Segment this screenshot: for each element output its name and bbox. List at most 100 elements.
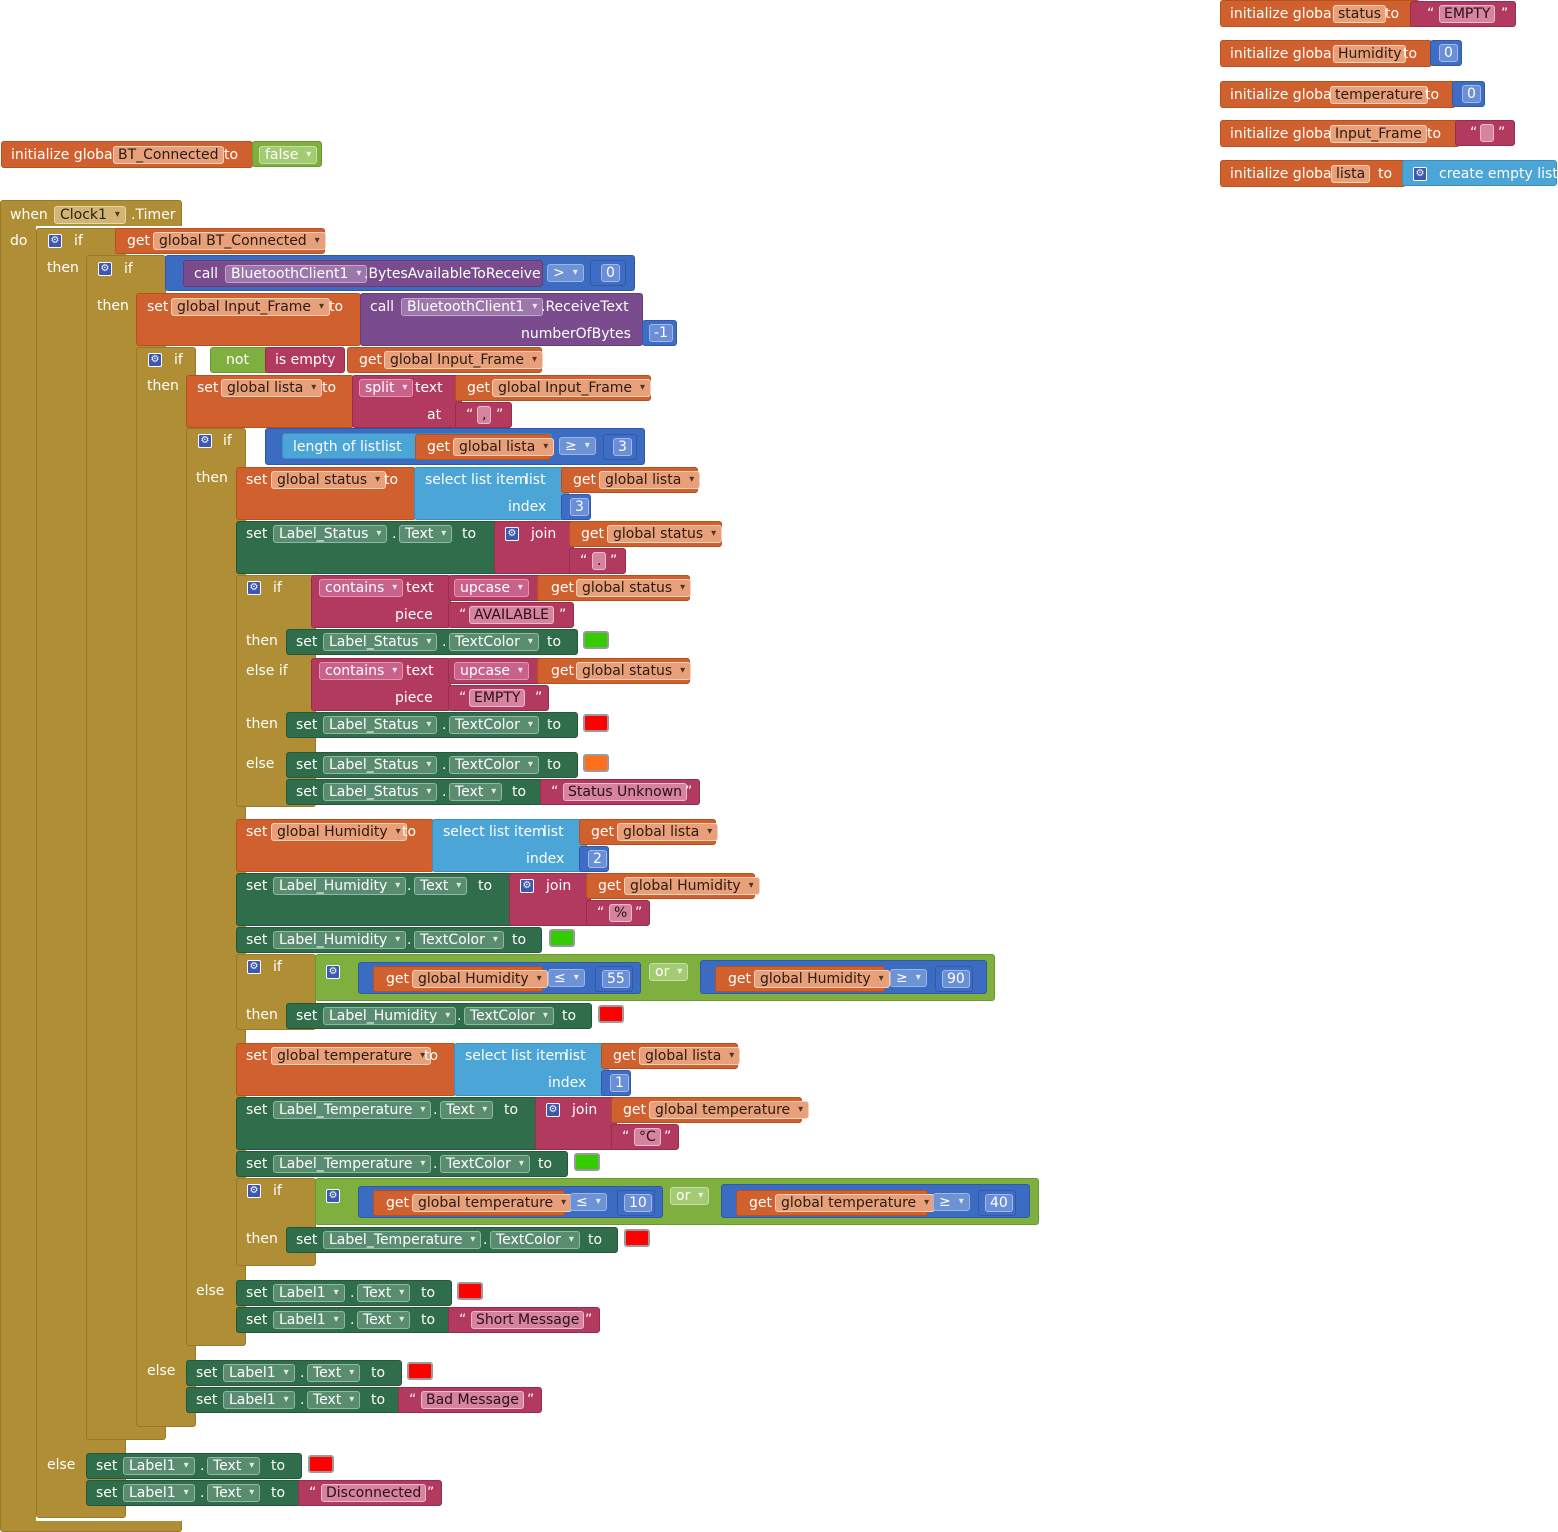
global-name-lista[interactable]: lista: [1331, 165, 1371, 183]
component-dropdown[interactable]: Label_Status: [323, 756, 438, 774]
operator-dropdown-gt[interactable]: >: [547, 264, 584, 282]
variable-dropdown[interactable]: global lista: [617, 823, 719, 841]
variable-dropdown[interactable]: global status: [607, 525, 723, 543]
get-lista-block[interactable]: get global lista: [579, 819, 719, 845]
variable-dropdown[interactable]: global lista: [639, 1047, 741, 1065]
variable-dropdown[interactable]: global temperature: [775, 1194, 936, 1212]
operator-dropdown-le[interactable]: ≤: [548, 969, 585, 987]
get-lista-block[interactable]: get global lista: [415, 434, 555, 460]
gear-icon[interactable]: ⚙: [98, 262, 112, 276]
set-lista-block[interactable]: set global lista to: [186, 375, 354, 428]
set-label1-text-bad-message[interactable]: set Label1 . Text to: [186, 1387, 402, 1413]
variable-dropdown[interactable]: global lista: [599, 471, 701, 489]
component-dropdown-clock[interactable]: Clock1: [54, 206, 126, 224]
color-swatch-red[interactable]: [407, 1362, 433, 1380]
call-receive-text-block[interactable]: call BluetoothClient1 .ReceiveText numbe…: [360, 293, 643, 346]
contains-available-block[interactable]: contains text piece: [311, 575, 451, 628]
text-value[interactable]: Status Unknown: [563, 783, 688, 801]
number-value[interactable]: 0: [1462, 85, 1481, 103]
set-label-temperature-color-red[interactable]: set Label_Temperature . TextColor to: [286, 1227, 618, 1253]
global-name-status[interactable]: status: [1333, 5, 1387, 23]
variable-dropdown[interactable]: global status: [271, 471, 387, 489]
text-value[interactable]: AVAILABLE: [469, 606, 555, 624]
property-dropdown[interactable]: TextColor: [464, 1007, 554, 1025]
global-name-humidity[interactable]: Humidity: [1333, 45, 1407, 63]
gear-icon[interactable]: ⚙: [148, 353, 162, 367]
number-zero-block[interactable]: 0: [590, 260, 626, 286]
select-list-item-block[interactable]: select list item list index: [414, 467, 569, 520]
set-label1-text-short-message[interactable]: set Label1 . Text to: [236, 1307, 452, 1333]
component-dropdown[interactable]: Label1: [223, 1364, 295, 1382]
set-label-temperature-color-green[interactable]: set Label_Temperature . TextColor to: [236, 1151, 568, 1177]
get-input-frame-block[interactable]: get global Input_Frame: [347, 347, 544, 373]
component-dropdown[interactable]: Label_Status: [323, 783, 438, 801]
operator-dropdown-ge[interactable]: ≥: [890, 969, 927, 987]
text-literal-celsius[interactable]: “ °C ”: [611, 1124, 679, 1150]
variable-dropdown[interactable]: global Humidity: [271, 823, 407, 841]
variable-dropdown[interactable]: global lista: [221, 379, 323, 397]
property-dropdown[interactable]: Text: [440, 1101, 494, 1119]
get-status-block[interactable]: get global status: [537, 575, 692, 601]
number-55-block[interactable]: 55: [595, 966, 633, 992]
number-value[interactable]: 3: [570, 498, 589, 516]
text-literal-short-message[interactable]: “ Short Message ”: [448, 1307, 600, 1333]
color-swatch-red[interactable]: [624, 1229, 650, 1247]
number-one-block[interactable]: 1: [601, 1070, 631, 1096]
or-dropdown[interactable]: or: [670, 1187, 710, 1205]
number-value[interactable]: 10: [624, 1194, 652, 1212]
init-global-bt-connected-block[interactable]: initialize global BT_Connected to: [1, 141, 253, 168]
gear-icon[interactable]: ⚙: [326, 965, 340, 979]
number-zero-block[interactable]: 0: [1452, 81, 1485, 107]
component-dropdown[interactable]: Label1: [123, 1484, 195, 1502]
number-three-block[interactable]: 3: [603, 434, 637, 460]
component-dropdown[interactable]: Label1: [273, 1284, 345, 1302]
gear-icon[interactable]: ⚙: [48, 234, 62, 248]
property-dropdown[interactable]: Text: [307, 1364, 361, 1382]
text-literal-empty-block[interactable]: “ EMPTY ”: [1410, 1, 1516, 27]
set-label-status-text-block[interactable]: set Label_Status . Text to: [236, 521, 498, 574]
variable-dropdown[interactable]: global status: [576, 579, 692, 597]
color-swatch-red[interactable]: [308, 1455, 334, 1473]
get-bt-connected-block[interactable]: get global BT_Connected: [115, 228, 326, 254]
component-dropdown[interactable]: Label_Humidity: [273, 877, 407, 895]
component-dropdown[interactable]: Label_Status: [323, 633, 438, 651]
get-lista-block[interactable]: get global lista: [601, 1043, 741, 1069]
get-input-frame-block[interactable]: get global Input_Frame: [455, 375, 652, 401]
number-value[interactable]: -1: [649, 324, 673, 342]
get-humidity-block[interactable]: get global Humidity: [715, 966, 890, 992]
variable-dropdown[interactable]: global temperature: [649, 1101, 810, 1119]
text-literal-comma[interactable]: “ , ”: [455, 402, 512, 428]
text-literal-percent[interactable]: “ % ”: [586, 900, 650, 926]
component-dropdown-bt[interactable]: BluetoothClient1: [225, 265, 368, 283]
number-value[interactable]: 1: [610, 1074, 629, 1092]
gear-icon[interactable]: ⚙: [198, 434, 212, 448]
logic-false-block[interactable]: false: [252, 141, 322, 167]
global-name-temperature[interactable]: temperature: [1330, 86, 1428, 104]
number-value[interactable]: 90: [942, 970, 970, 988]
select-list-item-block[interactable]: select list item list index: [432, 819, 587, 872]
property-dropdown[interactable]: Text: [207, 1457, 261, 1475]
text-literal-empty[interactable]: “ EMPTY ”: [448, 685, 549, 711]
create-empty-list-block[interactable]: ⚙ create empty list: [1402, 160, 1558, 186]
gear-icon[interactable]: ⚙: [1413, 167, 1427, 181]
global-name-bt-connected[interactable]: BT_Connected: [113, 146, 224, 164]
set-label-humidity-color-green[interactable]: set Label_Humidity . TextColor to: [236, 927, 542, 953]
property-dropdown[interactable]: Text: [207, 1484, 261, 1502]
number-10-block[interactable]: 10: [617, 1190, 655, 1216]
set-temperature-block[interactable]: set global temperature to: [236, 1043, 456, 1096]
join-block[interactable]: ⚙ join: [494, 521, 574, 574]
color-swatch-red[interactable]: [583, 714, 609, 732]
get-temperature-block[interactable]: get global temperature: [373, 1190, 573, 1216]
property-dropdown[interactable]: TextColor: [414, 931, 504, 949]
number-zero-block[interactable]: 0: [1430, 40, 1462, 66]
join-block[interactable]: ⚙ join: [535, 1097, 617, 1150]
component-dropdown-bt[interactable]: BluetoothClient1: [401, 298, 544, 316]
text-literal-empty-string-block[interactable]: “ ”: [1455, 120, 1515, 146]
set-label-status-color-red[interactable]: set Label_Status . TextColor to: [286, 712, 578, 738]
not-block[interactable]: not: [210, 347, 270, 373]
init-global-temperature-block[interactable]: initialize global temperature to: [1220, 81, 1456, 108]
operator-dropdown-ge[interactable]: ≥: [559, 437, 596, 455]
upcase-block[interactable]: upcase: [448, 658, 543, 684]
text-value-empty[interactable]: EMPTY: [1439, 5, 1496, 23]
contains-dropdown[interactable]: contains: [319, 579, 404, 597]
